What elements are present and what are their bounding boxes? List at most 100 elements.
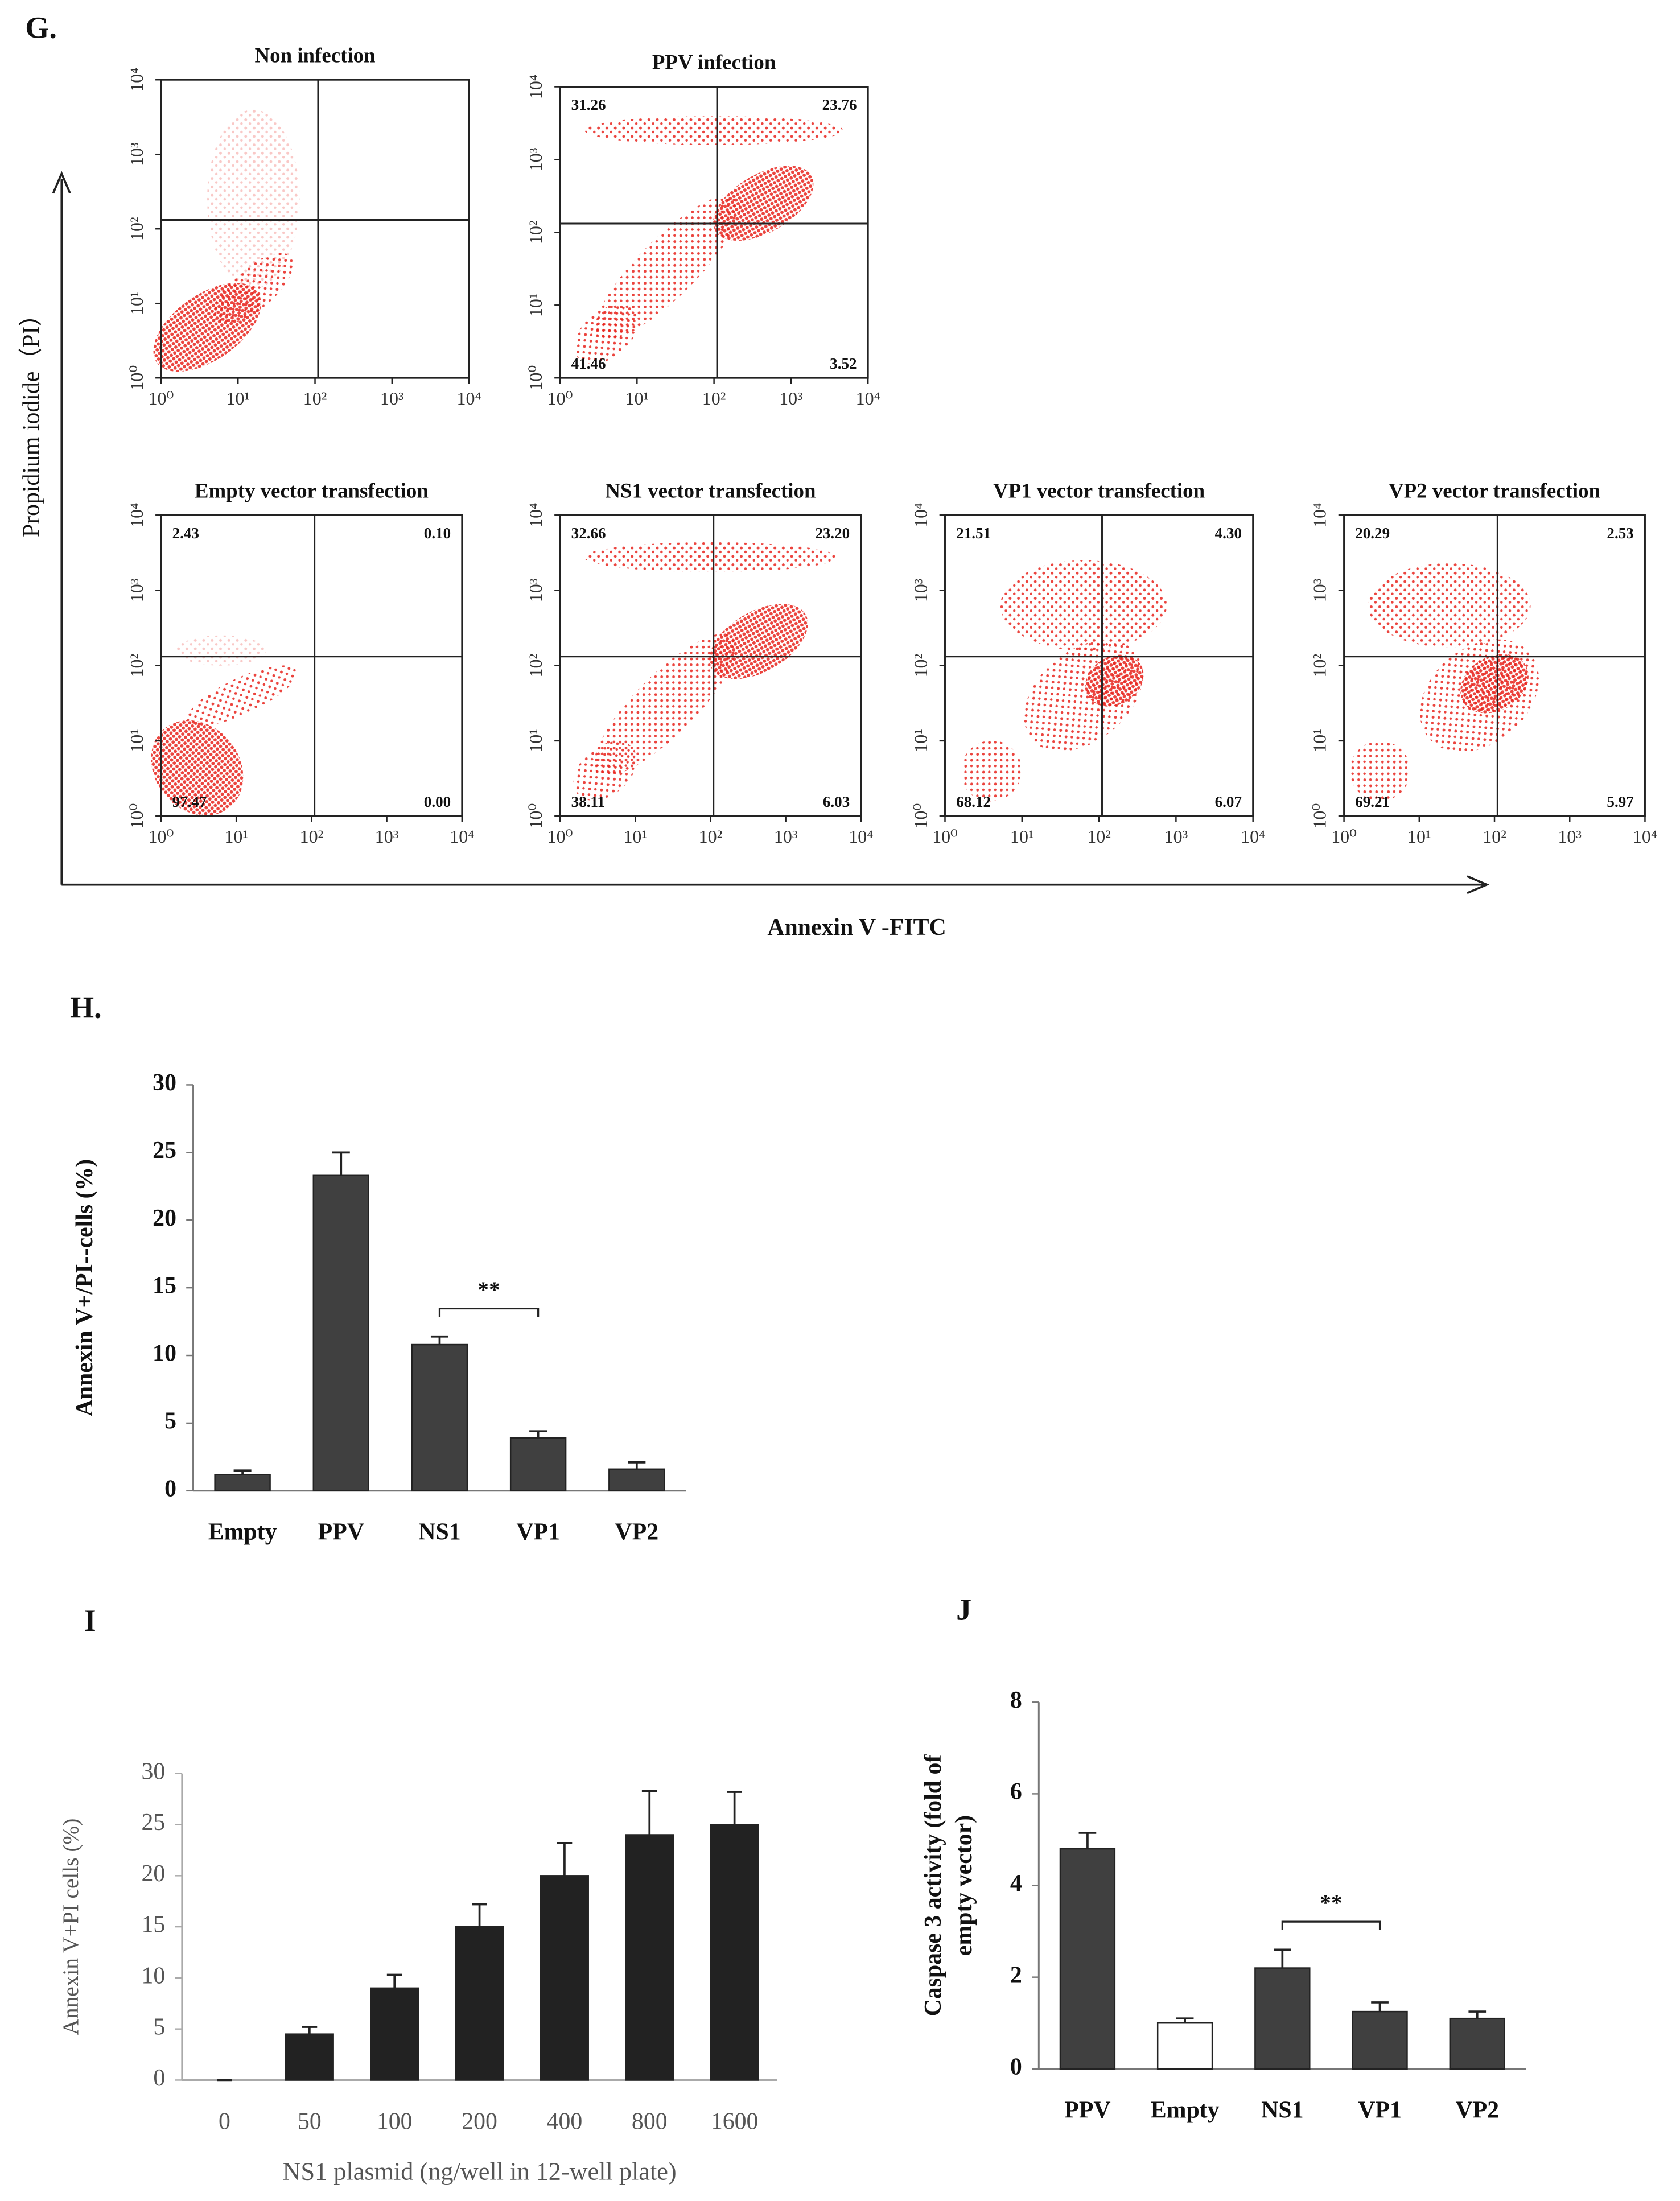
quadrant-percent: 38.11 [571, 793, 605, 810]
y-axis-label: Annexin V+PI cells (%) [58, 1819, 83, 2035]
x-tick-label: 50 [298, 2108, 322, 2134]
x-tick-label: 800 [632, 2108, 668, 2134]
y-tick-label: 2 [1010, 1962, 1022, 1988]
error-bar [302, 2026, 318, 2034]
bar [370, 1987, 419, 2081]
y-tick-label: 30 [142, 1758, 166, 1784]
y-tick-label: 10³ [127, 579, 147, 603]
quadrant-percent: 4.30 [1215, 525, 1242, 542]
x-tick-label: 10⁰ [1331, 827, 1357, 847]
x-tick-label: 10⁴ [1241, 827, 1265, 847]
y-axis-label: Caspase 3 activity (fold of [920, 1754, 946, 2017]
quadrant-percent: 3.52 [830, 355, 857, 372]
x-tick-label: 10⁴ [457, 389, 481, 409]
y-axis-label: Annexin V+/PI--cells (%) [72, 1159, 98, 1417]
bar [312, 1174, 369, 1492]
x-tick-label: 10³ [779, 389, 803, 409]
error-bar [430, 1335, 448, 1345]
quadrant-percent: 23.76 [822, 96, 857, 113]
y-tick-label: 0 [1010, 2054, 1022, 2080]
y-tick-label: 10⁴ [1310, 503, 1330, 527]
y-tick-label: 10⁰ [1310, 803, 1330, 829]
bar [1254, 1967, 1311, 2070]
x-tick-label: 10⁰ [149, 827, 174, 847]
plot-title: PPV infection [652, 51, 776, 74]
bar [1352, 2010, 1408, 2070]
x-tick-label: NS1 [1261, 2097, 1303, 2124]
plot-title: NS1 vector transfection [605, 479, 816, 502]
significance-mark: ** [477, 1277, 500, 1302]
significance-bracket [438, 1307, 540, 1317]
y-tick-label: 10² [526, 654, 546, 678]
bar [411, 1343, 468, 1492]
x-tick-label: 10³ [1558, 827, 1582, 847]
error-bar [386, 1973, 402, 1988]
x-tick-label: 100 [377, 2108, 413, 2134]
y-tick-label: 6 [1010, 1779, 1022, 1805]
cell-cloud [1085, 654, 1144, 707]
bar [1449, 2017, 1505, 2070]
y-tick-label: 10⁰ [127, 803, 147, 829]
significance-bracket [1281, 1920, 1381, 1930]
quadrant-percent: 68.12 [956, 793, 991, 810]
y-tick-label: 10⁰ [127, 365, 147, 391]
quadrant-percent: 0.10 [424, 525, 451, 542]
y-tick-label: 8 [1010, 1687, 1022, 1713]
cell-cloud [713, 166, 814, 241]
y-tick-label: 10¹ [127, 729, 147, 753]
arrow-head [52, 171, 71, 194]
y-tick-label: 10¹ [911, 729, 930, 753]
x-tick-label: VP1 [516, 1519, 560, 1545]
plot-title: Non infection [255, 43, 376, 67]
arrow-head [1467, 875, 1490, 895]
bar [625, 1834, 674, 2081]
y-tick-label: 10⁴ [127, 503, 147, 527]
y-tick-label: 10¹ [526, 293, 546, 317]
y-tick-label: 10 [142, 1963, 166, 1989]
cell-cloud [1350, 740, 1410, 801]
error-bar [727, 1791, 743, 1825]
y-tick-label: 10⁴ [127, 68, 147, 92]
y-tick-label: 5 [153, 2014, 165, 2040]
quadrant-percent: 69.21 [1355, 793, 1390, 810]
y-tick-label: 10² [1310, 654, 1330, 678]
error-bar [1273, 1948, 1291, 1968]
x-tick-label: 10² [300, 827, 324, 847]
y-tick-label: 10² [526, 221, 546, 245]
error-bar [1176, 2017, 1194, 2023]
x-tick-label: 10⁰ [547, 827, 573, 847]
cell-cloud [573, 741, 637, 801]
cell-cloud [176, 635, 267, 666]
y-tick-label: 20 [142, 1861, 166, 1887]
x-tick-label: 10¹ [623, 827, 647, 847]
bar [1059, 1848, 1116, 2070]
x-tick-label: VP2 [1455, 2097, 1499, 2124]
x-tick-label: 10¹ [226, 389, 250, 409]
panel-label: G. [25, 11, 57, 45]
x-tick-label: NS1 [418, 1519, 460, 1545]
bar [455, 1926, 504, 2081]
axis-label: Propidium iodide（PI） [19, 303, 45, 537]
x-tick-label: 10² [699, 827, 723, 847]
bar [710, 1824, 759, 2081]
cell-cloud [594, 633, 737, 776]
error-bar [529, 1430, 547, 1439]
x-tick-label: VP1 [1358, 2097, 1402, 2124]
plot-title: VP2 vector transfection [1389, 479, 1600, 502]
x-axis-label: NS1 plasmid (ng/well in 12-well plate) [282, 2157, 676, 2185]
significance-mark: ** [1320, 1890, 1342, 1915]
bar [1156, 2022, 1213, 2070]
y-tick-label: 10⁰ [526, 365, 546, 391]
quadrant-percent: 41.46 [571, 355, 606, 372]
y-tick-label: 25 [142, 1810, 166, 1836]
cell-cloud [961, 740, 1022, 802]
y-tick-label: 10⁴ [526, 503, 546, 527]
y-tick-label: 10³ [526, 579, 546, 603]
cell-cloud [595, 195, 741, 340]
bar [285, 2033, 334, 2081]
x-tick-label: 10³ [380, 389, 404, 409]
bar [540, 1875, 589, 2081]
cell-cloud [584, 116, 843, 145]
x-tick-label: 10² [1483, 827, 1506, 847]
